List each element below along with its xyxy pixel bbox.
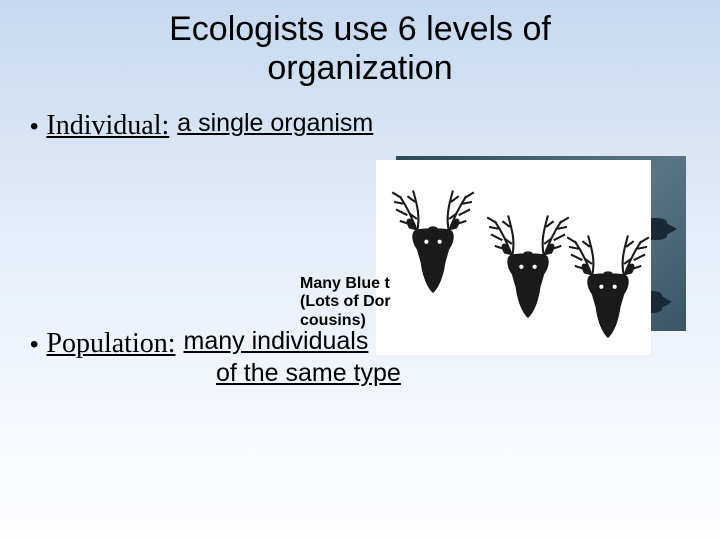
def-population-cont: of the same type — [216, 360, 720, 388]
title-line-2: organization — [267, 49, 452, 87]
def-population: many individuals — [184, 328, 369, 356]
bullet-dot-icon: • — [30, 113, 38, 141]
term-population: Population: — [46, 328, 175, 360]
deer-head-icon — [563, 218, 653, 342]
def-individual: a single organism — [177, 110, 373, 138]
deer-population-illustration — [376, 160, 651, 355]
caption-line-2: (Lots of Dor — [300, 293, 391, 310]
caption-line-3: cousins) — [300, 312, 366, 329]
caption-line-1: Many Blue t — [300, 275, 390, 292]
deer-head-icon — [388, 173, 478, 297]
title-line-1: Ecologists use 6 levels of — [169, 10, 551, 48]
image-caption: Many Blue t (Lots of Dor cousins) — [300, 275, 391, 330]
slide-title: Ecologists use 6 levels of organization — [0, 0, 720, 88]
term-individual: Individual: — [46, 110, 169, 142]
deer-head-icon — [483, 198, 573, 322]
bullet-dot-icon: • — [30, 331, 38, 359]
bullet-individual: • Individual: a single organism — [30, 110, 720, 142]
